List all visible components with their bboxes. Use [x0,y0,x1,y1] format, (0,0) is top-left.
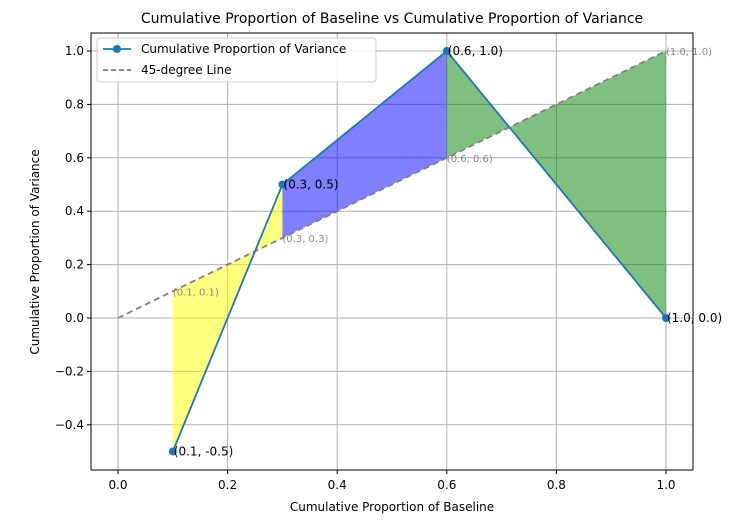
point-labels: (0.1, -0.5) (0.3, 0.5) (0.6, 1.0) (1.0, 0.0… [173,44,722,459]
diagonal-point-label: (1.0, 1.0) [666,47,712,58]
x-tick-label: 0.4 [328,478,347,492]
y-tick-label: 0.0 [65,311,84,325]
variance-line [171,49,667,452]
data-point-label: (0.6, 1.0) [448,44,503,58]
diagonal-point-label: (0.6, 0.6) [447,154,493,165]
data-point-label: (0.3, 0.5) [283,178,338,192]
data-point [168,447,177,456]
fill-regions [172,51,666,452]
diagonal-point-label: (0.3, 0.3) [282,234,328,245]
y-axis-label: Cumulative Proportion of Variance [28,149,42,354]
y-tick-label: 0.2 [65,258,84,272]
x-tick-label: 0.0 [108,478,127,492]
y-tick-label: 0.6 [65,151,84,165]
legend-box [96,37,377,83]
series-lines [117,47,670,456]
legend-marker-variance [113,45,121,53]
axis-ticks: 0.0 0.2 0.4 0.6 0.8 1.0 −0.4 −0.2 0.0 0.2 0.4 0.6 0.… [55,44,676,492]
x-tick-label: 1.0 [656,478,675,492]
data-point [442,47,451,55]
x-tick-label: 0.2 [218,478,237,492]
data-point-label: (0.1, -0.5) [174,445,234,459]
data-point [662,314,670,322]
diagonal-point-label: (0.1, 0.1) [173,287,219,298]
x-axis-label: Cumulative Proportion of Baseline [290,500,494,514]
y-tick-label: −0.4 [55,418,84,432]
legend-label-variance: Cumulative Proportion of Variance [141,42,346,56]
legend: Cumulative Proportion of Variance 45-deg… [96,37,377,83]
plot-frame [90,32,694,471]
x-tick-label: 0.8 [547,478,566,492]
fill-region [282,51,447,238]
chart-title: Cumulative Proportion of Baseline vs Cum… [141,11,643,27]
x-tick-label: 0.6 [437,478,456,492]
y-tick-label: 0.4 [65,204,84,218]
y-tick-label: 1.0 [65,44,84,58]
y-tick-label: −0.2 [55,364,84,378]
y-tick-label: 0.8 [65,97,84,111]
data-point [278,180,287,189]
data-point-label: (1.0, 0.0) [667,311,722,325]
diagonal-line [117,50,667,319]
legend-label-45deg: 45-degree Line [141,63,231,77]
